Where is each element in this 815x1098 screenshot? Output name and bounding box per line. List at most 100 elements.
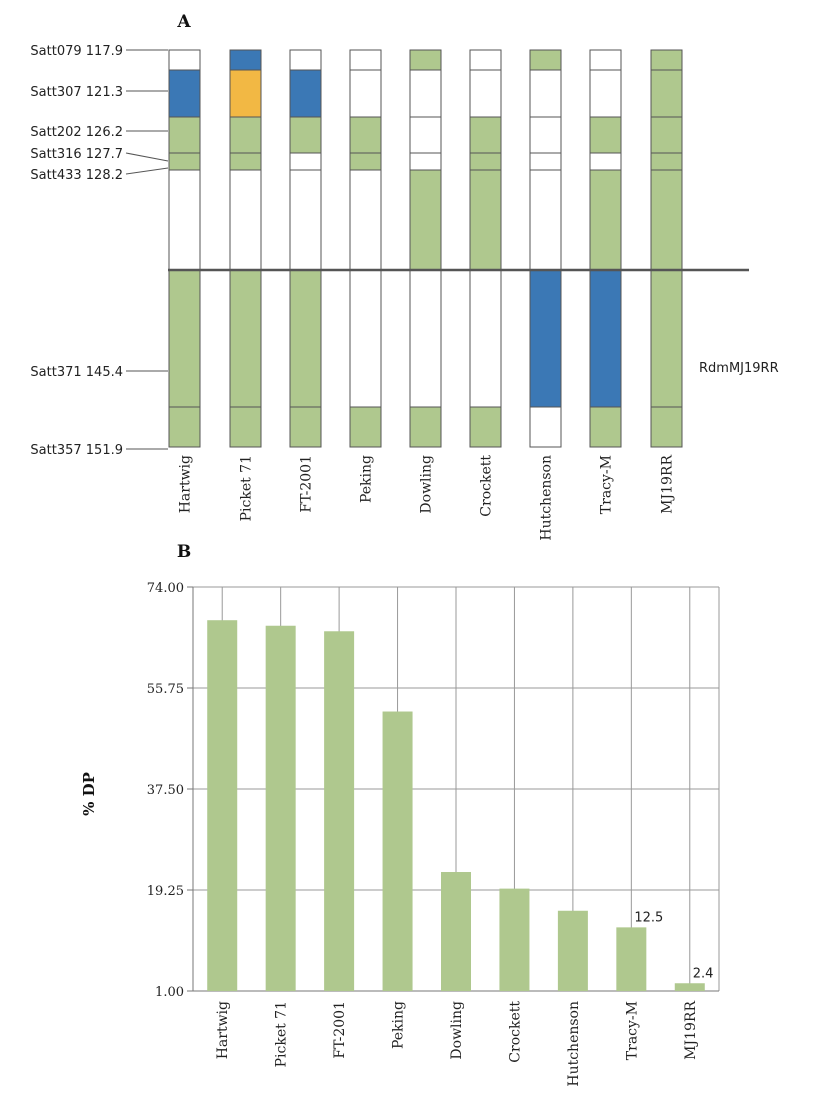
genotype-cell — [409, 69, 442, 118]
genotype-cell — [469, 49, 502, 71]
category-label: Hutchenson — [539, 455, 555, 541]
marker-label: Satt357 151.9 — [30, 443, 123, 458]
bar-series — [207, 620, 705, 991]
genotype-cell — [349, 152, 382, 171]
genotype-cell — [289, 406, 322, 448]
marker-labels: Satt079 117.9 Satt307 121.3 Satt202 126.2 S… — [30, 44, 169, 458]
panel-b-letter: B — [177, 542, 191, 562]
genotype-cell — [168, 269, 201, 408]
genotype-cell — [529, 69, 562, 118]
genotype-cell — [229, 69, 262, 118]
y-tick-label: 37.50 — [147, 783, 184, 798]
x-category-label: Dowling — [449, 1001, 465, 1060]
genotype-category-labels: Hartwig Picket 71 FT-2001 Peking Dowling Croc… — [178, 455, 676, 541]
category-label: FT-2001 — [299, 455, 315, 513]
data-label: 2.4 — [693, 966, 714, 981]
genotype-cell — [469, 169, 502, 271]
genotype-cell — [289, 116, 322, 154]
genotype-cell — [229, 169, 262, 271]
bar — [499, 888, 530, 991]
genotype-column — [229, 49, 262, 448]
category-label: Crockett — [479, 455, 495, 517]
genotype-cell — [589, 152, 622, 171]
genotype-cell — [229, 152, 262, 171]
genotype-cell — [289, 269, 322, 408]
genotype-cell — [529, 116, 562, 154]
category-label: Picket 71 — [239, 455, 255, 521]
genotype-cell — [650, 406, 683, 448]
bar — [674, 983, 705, 991]
genotype-cell — [589, 69, 622, 118]
genotype-cell — [529, 269, 562, 408]
genotype-cell — [589, 406, 622, 448]
marker-leader-line — [125, 167, 169, 175]
genotype-column — [168, 49, 201, 448]
genotype-column — [529, 49, 562, 448]
genotype-column — [469, 49, 502, 448]
genotype-cell — [589, 49, 622, 71]
genotype-column — [409, 49, 442, 448]
genotype-cell — [469, 116, 502, 154]
y-tick-label: 1.00 — [155, 985, 184, 1000]
y-tick-label: 74.00 — [147, 581, 184, 596]
data-label: 12.5 — [634, 910, 663, 925]
genotype-cell — [529, 169, 562, 271]
y-axis-title: % DP — [80, 772, 98, 816]
genotype-cell — [469, 152, 502, 171]
genotype-cell — [409, 49, 442, 71]
category-label: MJ19RR — [660, 455, 676, 514]
bar — [441, 872, 471, 991]
genotype-cell — [289, 169, 322, 271]
genotype-cell — [349, 406, 382, 448]
category-label: Dowling — [419, 455, 435, 514]
bar — [265, 625, 296, 991]
genotype-cell — [168, 169, 201, 271]
genotype-cell — [168, 116, 201, 154]
genotype-column — [349, 49, 382, 448]
genotype-cell — [529, 406, 562, 448]
genotype-cell — [650, 116, 683, 154]
y-tick-label: 55.75 — [147, 682, 184, 697]
genotype-cell — [349, 169, 382, 271]
genotype-cell — [469, 269, 502, 408]
genotype-panel: A Satt079 117.9 Satt307 121.3 Satt202 126.… — [30, 12, 778, 541]
genotype-cell — [650, 152, 683, 171]
x-category-label: Crockett — [507, 1001, 523, 1063]
bar — [616, 927, 647, 991]
genotype-cell — [529, 49, 562, 71]
genotype-cell — [469, 69, 502, 118]
bar — [382, 711, 413, 991]
x-category-label: Hartwig — [215, 1001, 231, 1059]
genotype-cell — [168, 49, 201, 71]
genotype-cell — [650, 169, 683, 271]
genotype-cell — [529, 152, 562, 171]
genotype-cell — [289, 69, 322, 118]
genotype-cell — [469, 406, 502, 448]
genotype-column — [589, 49, 622, 448]
genotype-cell — [349, 116, 382, 154]
genotype-cell — [409, 406, 442, 448]
genotype-cell — [589, 116, 622, 154]
x-category-label: Hutchenson — [566, 1001, 582, 1087]
category-label: Peking — [359, 455, 375, 503]
genotype-cell — [168, 69, 201, 118]
genotype-cell — [349, 49, 382, 71]
panel-a-letter: A — [176, 12, 191, 32]
category-label: Tracy-M — [599, 455, 615, 514]
genotype-column — [289, 49, 322, 448]
marker-leader-line — [125, 152, 169, 162]
marker-label: Satt079 117.9 — [30, 44, 123, 59]
marker-label: Satt371 145.4 — [30, 365, 123, 380]
genotype-cell — [409, 169, 442, 271]
genotype-cell — [349, 269, 382, 408]
x-category-label: FT-2001 — [332, 1001, 348, 1059]
genotype-cell — [650, 69, 683, 118]
marker-label: Satt307 121.3 — [30, 85, 123, 100]
data-labels: 12.5 2.4 — [634, 910, 713, 981]
marker-label: Satt433 128.2 — [30, 168, 123, 183]
genotype-cell — [229, 49, 262, 71]
marker-label: Satt202 126.2 — [30, 125, 123, 140]
genotype-cell — [168, 152, 201, 171]
marker-label: Satt316 127.7 — [30, 147, 123, 162]
